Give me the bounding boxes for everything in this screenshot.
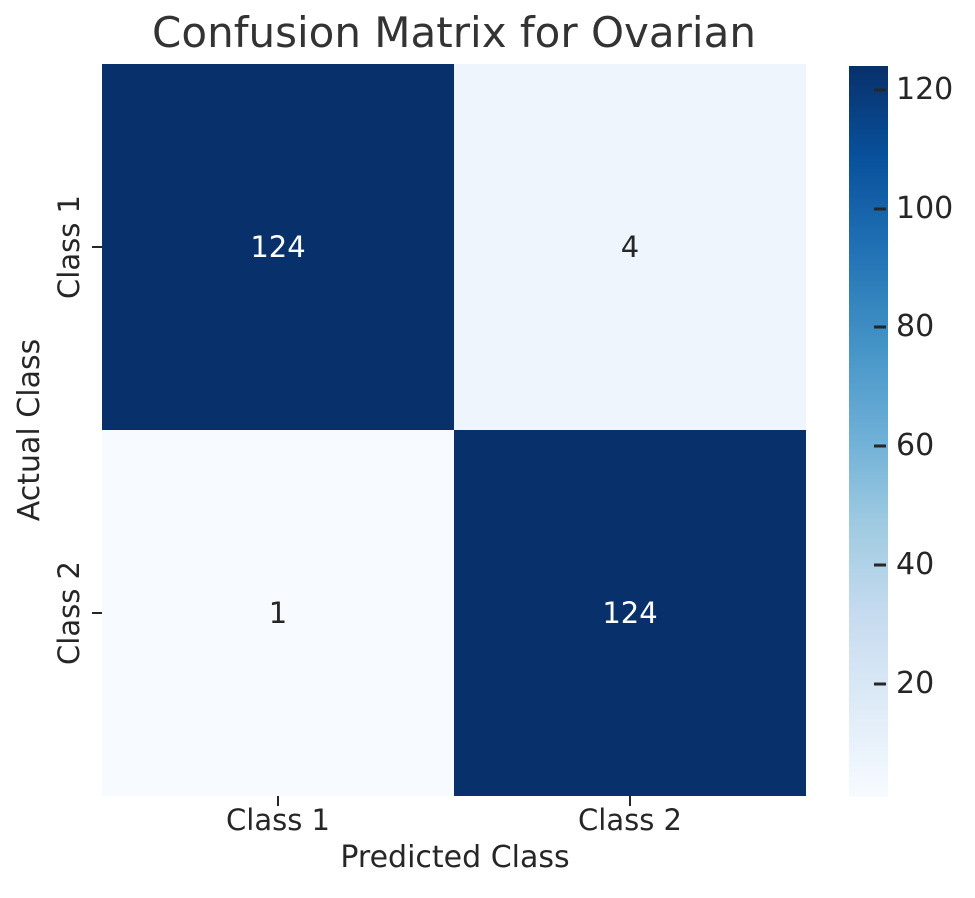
matrix-cell-r0c0: 124 bbox=[102, 64, 454, 430]
colorbar-tick-60 bbox=[874, 444, 886, 448]
colorbar-tick-label-40: 40 bbox=[896, 547, 935, 582]
x-tick-label-class1: Class 1 bbox=[226, 803, 330, 837]
cell-value: 124 bbox=[602, 596, 658, 630]
colorbar-gradient bbox=[849, 66, 888, 797]
heatmap-grid: 124 4 1 124 bbox=[102, 64, 806, 796]
colorbar-tick-80 bbox=[874, 325, 886, 329]
x-axis-label: Predicted Class bbox=[340, 840, 570, 875]
y-axis-label: Actual Class bbox=[12, 338, 47, 522]
y-tick-label-class1: Class 1 bbox=[52, 195, 86, 299]
y-tick-label-class2: Class 2 bbox=[52, 561, 86, 665]
matrix-cell-r1c1: 124 bbox=[454, 430, 806, 796]
matrix-cell-r0c1: 4 bbox=[454, 64, 806, 430]
chart-title: Confusion Matrix for Ovarian bbox=[152, 8, 756, 57]
cell-value: 124 bbox=[250, 230, 306, 264]
y-tick-mark-2 bbox=[92, 612, 102, 614]
y-tick-mark-1 bbox=[92, 246, 102, 248]
cell-value: 4 bbox=[620, 230, 640, 264]
x-tick-mark-2 bbox=[629, 796, 631, 806]
colorbar-tick-100 bbox=[874, 207, 886, 211]
matrix-cell-r1c0: 1 bbox=[102, 430, 454, 796]
colorbar-tick-label-100: 100 bbox=[896, 191, 954, 226]
x-tick-label-class2: Class 2 bbox=[578, 803, 682, 837]
x-tick-mark-1 bbox=[277, 796, 279, 806]
colorbar-tick-120 bbox=[874, 88, 886, 92]
colorbar-tick-label-80: 80 bbox=[896, 309, 935, 344]
colorbar-tick-label-60: 60 bbox=[896, 428, 935, 463]
colorbar-tick-label-20: 20 bbox=[896, 666, 935, 701]
cell-value: 1 bbox=[268, 596, 288, 630]
colorbar-tick-label-120: 120 bbox=[896, 72, 954, 107]
colorbar-tick-40 bbox=[874, 563, 886, 567]
colorbar-tick-20 bbox=[874, 682, 886, 686]
